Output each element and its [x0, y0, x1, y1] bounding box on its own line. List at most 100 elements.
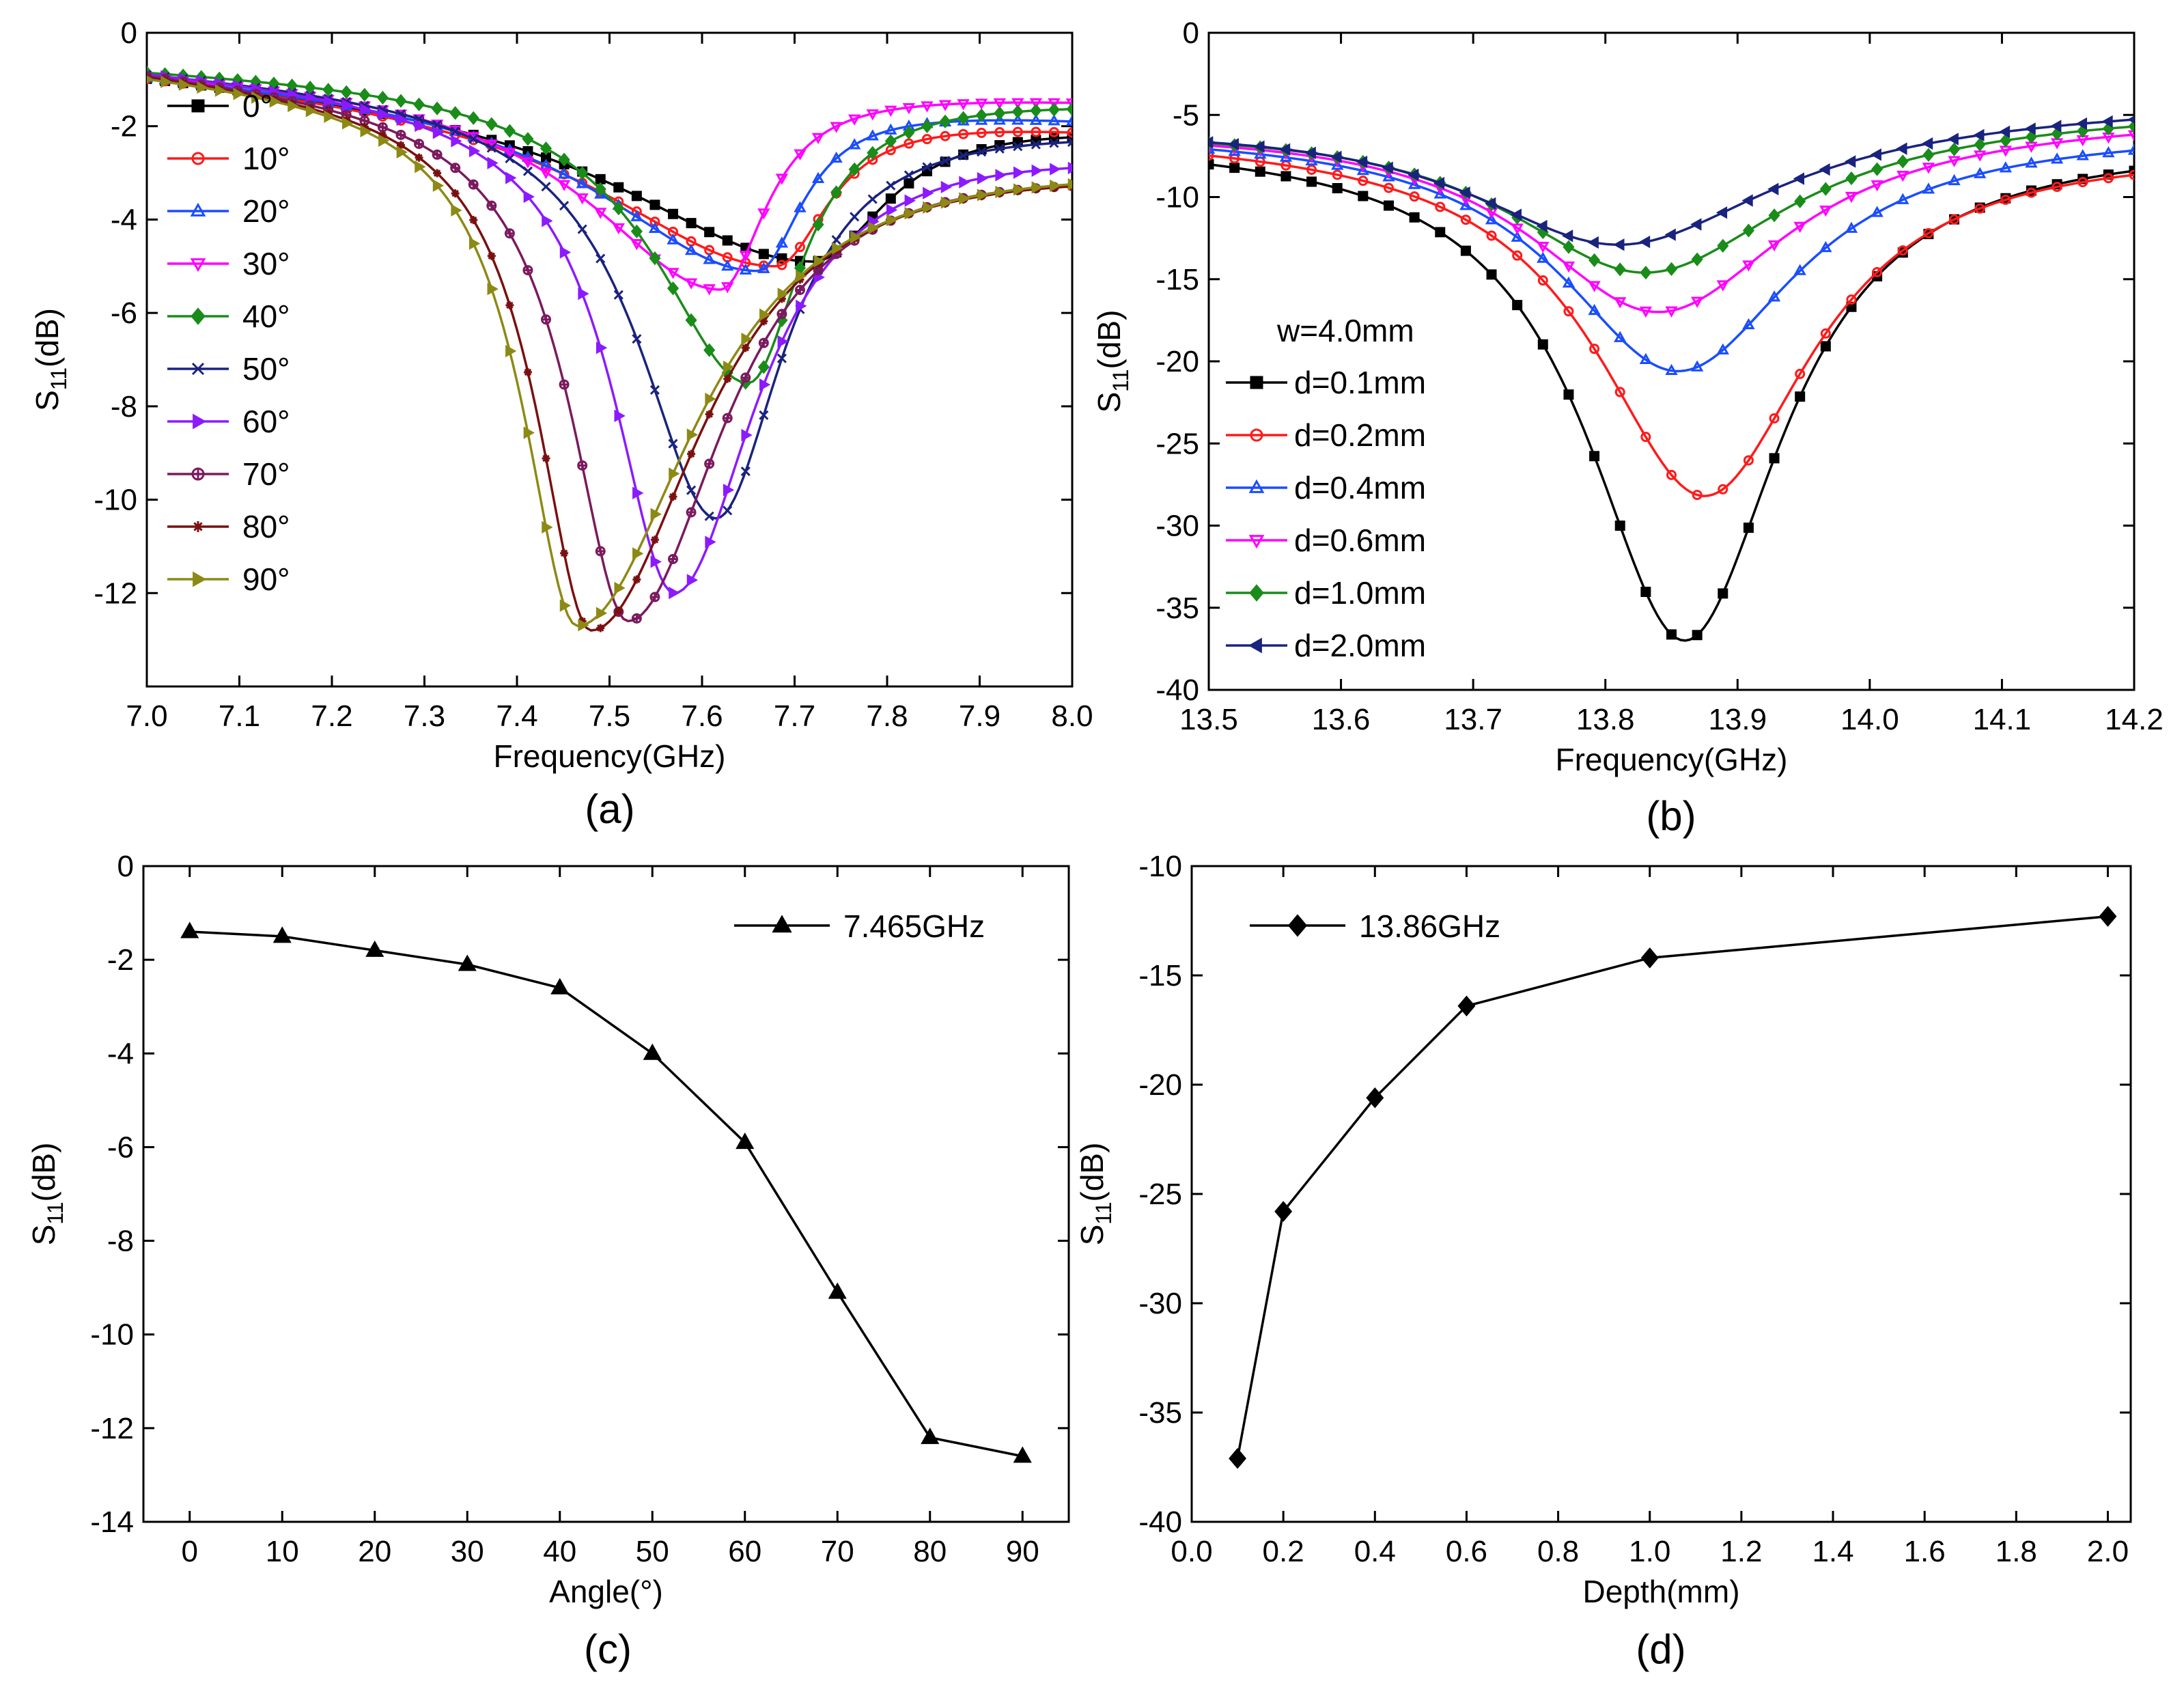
- data-point: [2024, 122, 2036, 135]
- data-point: [1460, 245, 1471, 256]
- data-point: [632, 547, 644, 560]
- data-point: [178, 78, 191, 91]
- legend-label: d=0.1mm: [1294, 365, 1426, 400]
- data-point: [1209, 142, 1216, 154]
- data-point: [613, 290, 624, 300]
- data-point: [1640, 947, 1659, 969]
- data-point: [794, 201, 807, 212]
- data-point: [251, 91, 263, 104]
- data-point: [650, 536, 659, 544]
- data-point: [667, 226, 678, 237]
- y-tick-label: -10: [1138, 850, 1182, 883]
- data-point: [560, 548, 569, 557]
- legend-marker: [1248, 637, 1262, 654]
- data-point: [1871, 180, 1884, 192]
- data-point: [613, 201, 625, 216]
- data-point: [2129, 169, 2134, 180]
- data-point: [1031, 181, 1043, 194]
- data-point: [796, 299, 807, 313]
- data-point: [1742, 318, 1755, 329]
- data-point: [723, 374, 732, 383]
- data-point: [1331, 158, 1344, 170]
- data-point: [866, 129, 879, 141]
- y-tick-label: -35: [1156, 592, 1199, 625]
- data-point: [1012, 126, 1023, 137]
- x-tick-label: 7.5: [589, 699, 630, 733]
- data-point: [1254, 147, 1267, 159]
- data-point: [233, 87, 244, 100]
- data-point: [1639, 306, 1653, 318]
- data-point: [686, 236, 697, 247]
- y-tick-label: -10: [90, 1318, 134, 1352]
- data-point: [1819, 240, 1832, 253]
- data-point: [2050, 120, 2062, 133]
- y-tick-label: 0: [121, 16, 137, 50]
- data-point: [741, 344, 750, 352]
- data-point: [850, 231, 862, 244]
- data-point: [904, 178, 914, 189]
- chart-panel-a: 7.0 7.1 7.2 7.3 7.4 7.5 7.6 7.7 7.8 7.9 8.0 0 -2 -4 -6…: [29, 16, 1093, 832]
- legend-label: 90°: [242, 561, 290, 597]
- data-point: [451, 204, 462, 217]
- data-point: [360, 103, 372, 116]
- data-point: [1767, 290, 1781, 302]
- legend-label: d=0.4mm: [1294, 470, 1426, 505]
- data-point: [365, 940, 384, 957]
- legend-marker: [1250, 428, 1263, 442]
- data-point: [1614, 297, 1627, 309]
- data-point: [2025, 130, 2038, 144]
- panel-caption: (a): [585, 786, 634, 832]
- data-point: [433, 169, 442, 178]
- data-point: [360, 122, 369, 131]
- data-point: [867, 194, 878, 204]
- data-point: [2077, 177, 2088, 188]
- data-point: [775, 173, 789, 185]
- legend-label: 7.465GHz: [843, 908, 985, 944]
- data-point: [705, 410, 714, 419]
- data-point: [777, 294, 786, 303]
- legend-label: d=2.0mm: [1294, 628, 1426, 663]
- series-line: [189, 930, 1023, 1458]
- data-point: [613, 182, 624, 193]
- data-point: [1280, 171, 1291, 182]
- data-point: [559, 246, 572, 259]
- data-point: [1690, 218, 1702, 231]
- data-point: [1947, 133, 1959, 145]
- data-point: [486, 200, 497, 211]
- data-point: [1029, 113, 1043, 125]
- data-point: [1767, 240, 1781, 252]
- data-point: [451, 135, 462, 148]
- data-point: [521, 157, 535, 169]
- data-point: [736, 1132, 755, 1150]
- data-point: [643, 1043, 662, 1060]
- x-tick-label: 0: [182, 1535, 198, 1568]
- legend-marker: [1249, 584, 1264, 602]
- data-point: [1563, 306, 1574, 317]
- data-point: [939, 114, 951, 129]
- data-point: [884, 105, 897, 117]
- data-point: [1229, 1447, 1247, 1469]
- data-point: [1048, 126, 1059, 137]
- data-point: [1512, 250, 1523, 261]
- data-point: [759, 410, 769, 420]
- data-point: [578, 617, 587, 626]
- data-point: [1356, 155, 1368, 169]
- data-point: [540, 141, 552, 156]
- data-point: [649, 251, 661, 266]
- x-tick-label: 7.8: [866, 699, 908, 733]
- data-point: [669, 467, 680, 480]
- y-axis-title: S11(dB): [1074, 1143, 1116, 1246]
- legend-marker: [772, 915, 792, 933]
- data-point: [811, 133, 825, 144]
- data-point: [1716, 280, 1729, 292]
- data-point: [468, 179, 479, 190]
- data-point: [1011, 98, 1024, 110]
- y-tick-label: -25: [1138, 1178, 1182, 1211]
- data-point: [324, 95, 335, 108]
- y-tick-label: -14: [90, 1505, 134, 1539]
- data-point: [667, 233, 680, 245]
- data-point: [650, 508, 662, 520]
- data-point: [1067, 127, 1072, 138]
- data-point: [1067, 137, 1072, 148]
- data-point: [395, 129, 406, 140]
